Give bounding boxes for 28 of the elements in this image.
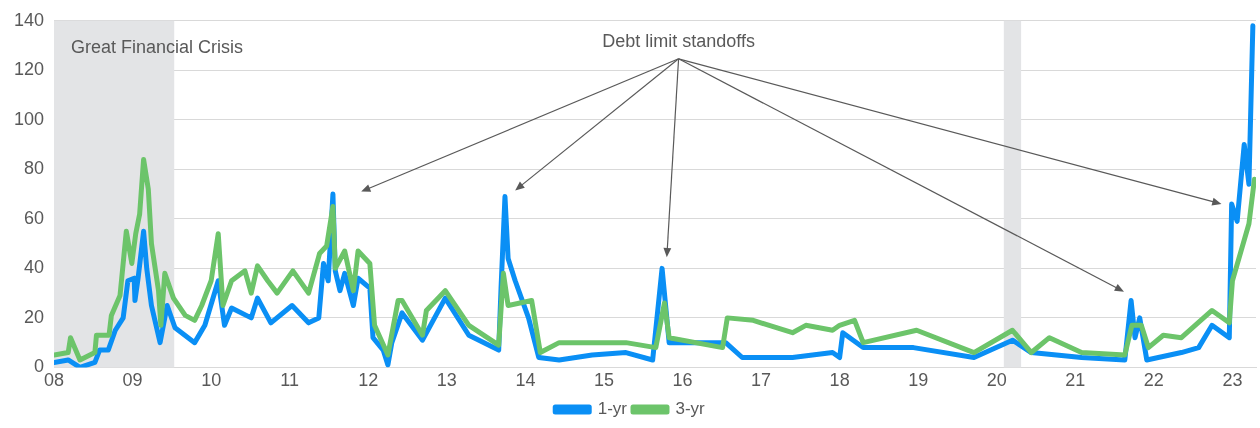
x-tick-label: 12 [358,370,379,391]
x-tick-label: 13 [436,370,457,391]
x-tick-label: 15 [593,370,614,391]
x-tick-label: 17 [751,370,772,391]
legend-label: 3-yr [675,399,706,419]
x-tick-label: 10 [201,370,222,391]
y-tick-label: 100 [13,108,45,129]
y-tick-label: 80 [24,158,45,179]
y-tick-label: 120 [13,59,45,80]
annotation: Debt limit standoffs [602,30,755,51]
x-tick-label: 18 [829,370,850,391]
y-tick-label: 40 [24,257,45,278]
band-label: Great Financial Crisis [71,36,244,57]
x-tick-label: 20 [986,370,1007,391]
x-tick-label: 14 [515,370,536,391]
x-tick-label: 11 [280,370,300,391]
x-tick-label: 08 [44,370,65,391]
y-tick-label: 140 [13,9,45,30]
x-tick-label: 19 [908,370,929,391]
x-tick-label: 22 [1143,370,1164,391]
y-tick-label: 60 [24,207,45,228]
x-tick-label: 23 [1222,370,1243,391]
y-tick-label: 20 [24,306,45,327]
y-tick-label: 0 [34,356,45,377]
legend-label: 1-yr [597,399,628,419]
x-tick-label: 21 [1065,370,1086,391]
x-tick-label: 16 [672,370,693,391]
x-tick-label: 09 [122,370,143,391]
